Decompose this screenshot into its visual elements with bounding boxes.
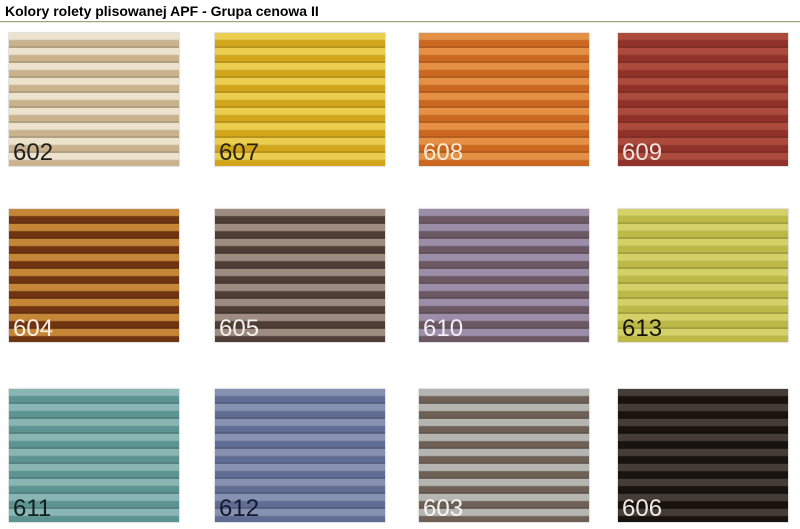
swatch-607: 607 — [215, 33, 385, 166]
swatch-code: 608 — [423, 139, 464, 166]
swatch-code: 609 — [622, 139, 663, 166]
swatch-code: 606 — [622, 495, 663, 522]
swatch-605: 605 — [215, 209, 385, 342]
swatch-608: 608 — [419, 33, 589, 166]
swatch-604: 604 — [9, 209, 179, 342]
swatch-code: 605 — [219, 315, 260, 342]
swatch-611: 611 — [9, 389, 179, 522]
swatch-code: 613 — [622, 315, 663, 342]
swatch-613: 613 — [618, 209, 788, 342]
swatch-code: 604 — [13, 315, 54, 342]
swatch-code: 610 — [423, 315, 464, 342]
swatch-code: 602 — [13, 139, 54, 166]
swatch-code: 612 — [219, 495, 260, 522]
swatch-code: 611 — [13, 495, 52, 522]
swatch-610: 610 — [419, 209, 589, 342]
page-title: Kolory rolety plisowanej APF - Grupa cen… — [5, 3, 319, 19]
swatch-609: 609 — [618, 33, 788, 166]
swatch-603: 603 — [419, 389, 589, 522]
swatch-602: 602 — [9, 33, 179, 166]
swatch-612: 612 — [215, 389, 385, 522]
swatch-code: 603 — [423, 495, 464, 522]
swatch-code: 607 — [219, 139, 260, 166]
swatch-606: 606 — [618, 389, 788, 522]
divider — [0, 21, 800, 23]
